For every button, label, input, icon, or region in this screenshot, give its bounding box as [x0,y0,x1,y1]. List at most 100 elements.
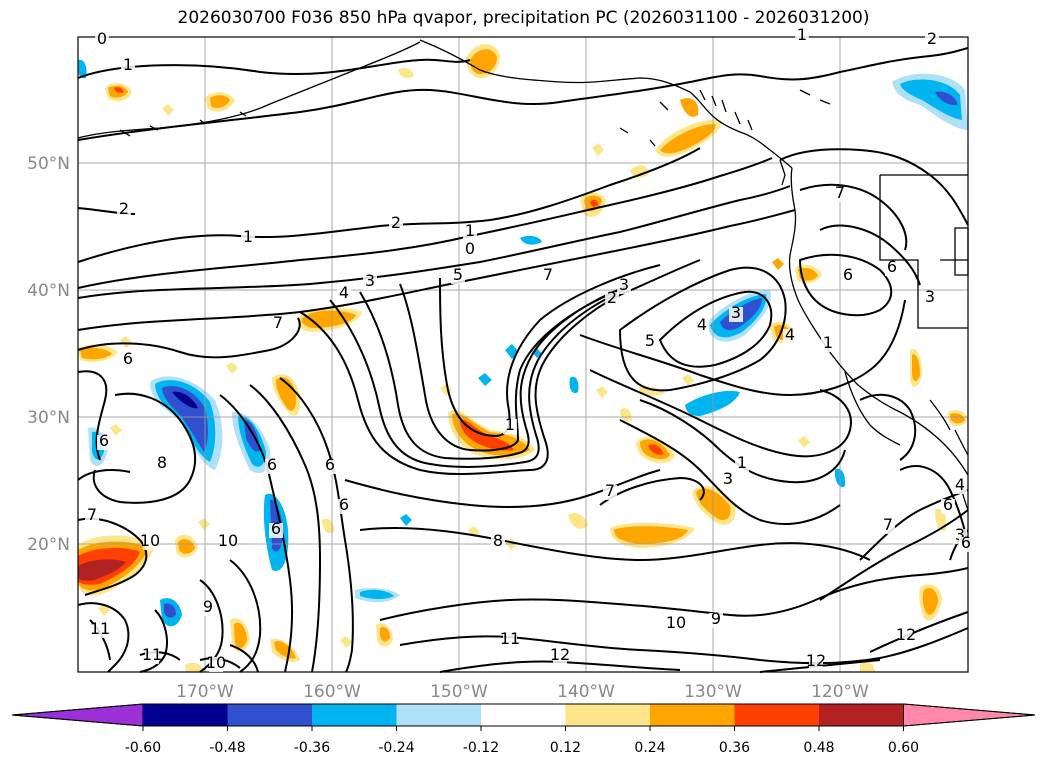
contour-label-bg [729,307,743,322]
colorbar-swatch [312,704,397,726]
colorbar-tick-label: 0.60 [888,740,919,756]
latitude-labels: 50°N 40°N 30°N 20°N [27,154,70,555]
colorbar-swatch [565,704,651,726]
contour-label-bg [603,485,617,500]
contour-label: 10 [140,531,160,550]
contour-label-bg [617,279,631,294]
contour-label-bg [145,649,159,664]
contour-label: 6 [271,519,281,538]
map-title: 2026030700 F036 850 hPa qvapor, precipit… [177,8,870,28]
colorbar-extend-low [11,703,144,727]
lon-tick-label: 150°W [430,682,488,702]
precip-shading [77,44,968,672]
colorbar: -0.60 -0.48 -0.36 -0.24 -0.12 0.12 0.24 0.36 0.4… [11,703,1036,756]
colorbar-swatch [143,704,228,726]
lat-tick-label: 50°N [27,154,70,174]
contour-label-bg [271,317,285,332]
lat-tick-label: 20°N [27,535,70,555]
contour-label: 6 [99,431,109,450]
colorbar-extend-high [903,703,1036,727]
lon-tick-label: 170°W [176,682,234,702]
contour-label-bg [783,329,797,344]
contour-label-bg [941,499,955,514]
contour-label: 6 [325,455,335,474]
contour-label-bg [97,435,111,450]
contour-label-bg [121,59,135,74]
contour-label-bg [643,335,657,350]
contour-label: 10 [666,613,686,632]
colorbar-tick-label: -0.60 [125,740,161,756]
contour-label: 3 [925,287,935,306]
colorbar-swatch [227,704,313,726]
colorbar-tick-label: 0.36 [719,740,750,756]
contour-label: 1 [465,221,475,240]
contour-label-bg [899,629,913,644]
contour-label: 4 [697,315,707,334]
contour-label-bg [885,261,899,276]
contour-label: 3 [955,525,965,544]
contour-label: 7 [87,505,97,524]
contour-label: 6 [123,349,133,368]
contour-label: 11 [500,629,520,648]
colorbar-tick-label: -0.36 [294,740,330,756]
lon-tick-label: 140°W [557,682,615,702]
contour-label: 3 [731,303,741,322]
contour-label: 10 [206,653,226,672]
contour-label-bg [269,523,283,538]
contour-label-bg [709,613,723,628]
contour-label: 1 [797,25,807,44]
contour-label-bg [337,287,351,302]
contour-label: 1 [737,453,747,472]
contour-label: 4 [955,475,965,494]
contour-label-bg [265,459,279,474]
contour-label: 6 [943,495,953,514]
colorbar-tick-label: -0.24 [378,740,414,756]
contour-label: 8 [157,453,167,472]
colorbar-tick-label: 0.12 [550,740,581,756]
contour-label-bg [841,269,855,284]
colorbar-swatch [481,704,566,726]
contour-label-bg [795,29,809,44]
contour-label-bg [503,633,517,648]
contour-label: 1 [123,55,133,74]
colorbar-ticks: -0.60 -0.48 -0.36 -0.24 -0.12 0.12 0.24 0.36 0.4… [125,726,919,756]
contour-label-bg [925,33,939,48]
colorbar-swatch [819,704,904,726]
contour-label-bg [721,473,735,488]
contour-label: 3 [723,469,733,488]
contour-label-bg [669,617,683,632]
colorbar-tick-label: -0.12 [463,740,499,756]
contour-label-bg [337,499,351,514]
contour-label-bg [221,535,235,550]
contour-label-bg [201,601,215,616]
contour-label-bg [363,275,377,290]
contour-label: 1 [823,333,833,352]
contour-label-bg [209,657,223,672]
contour-label: 12 [550,645,570,664]
qvapor-contours [77,47,969,673]
contour-label: 4 [339,283,349,302]
lon-tick-label: 130°W [684,682,742,702]
contour-label: 2 [607,288,617,307]
contour-label: 1 [243,227,253,246]
contour-label-bg [463,243,477,258]
colorbar-tick-label: 0.24 [634,740,665,756]
contour-label-bg [695,319,709,334]
contour-label: 7 [543,265,553,284]
contour-label: 0 [97,29,107,48]
contour-label: 6 [961,533,971,552]
contour-label-bg [959,537,973,552]
contour-label: 8 [493,531,503,550]
contour-label: 7 [835,183,845,202]
contour-label: 4 [785,325,795,344]
contour-label-bg [735,457,749,472]
contour-label: 10 [218,531,238,550]
contour-label-bg [155,457,169,472]
contour-label-bg [541,269,555,284]
contour-label: 7 [883,515,893,534]
contour-label: 6 [267,455,277,474]
contour-label: 0 [465,239,475,258]
contour-label: 5 [645,331,655,350]
